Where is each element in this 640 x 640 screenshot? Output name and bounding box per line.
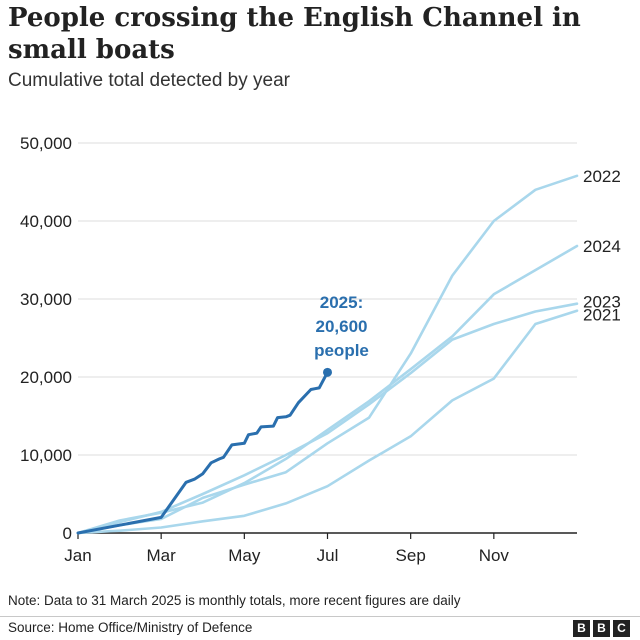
series-line-2021 [76,309,579,535]
series-labels: 2021 2022 2023 2024 [583,167,621,325]
series-line-2023 [76,302,579,535]
annotation-line: people [314,341,369,360]
y-tick-label: 0 [63,524,72,543]
annotations: 2025: 20,600 people [314,293,369,360]
logo-letter: B [573,620,590,637]
x-tick-label: May [228,546,261,565]
series-endpoint-2025 [323,367,332,377]
series-label-2024: 2024 [583,237,621,256]
chart-source: Source: Home Office/Ministry of Defence [8,620,253,635]
x-tick-label: Nov [479,546,510,565]
series-label-2023: 2023 [583,293,621,312]
y-tick-label: 50,000 [20,134,72,153]
x-axis: Jan Mar May Jul Sep Nov [64,532,577,565]
line-chart: 0 10,000 20,000 30,000 40,000 50,000 Jan Mar Ma… [20,134,621,565]
y-tick-label: 20,000 [20,368,72,387]
x-tick-label: Mar [147,546,177,565]
y-tick-label: 40,000 [20,212,72,231]
x-tick-label: Jul [317,546,339,565]
series-label-2022: 2022 [583,167,621,186]
series-label-2021: 2021 [583,306,621,325]
annotation-line: 2025: [320,293,363,312]
annotation-line: 20,600 [316,317,368,336]
x-tick-label: Jan [64,546,91,565]
chart-subtitle: Cumulative total detected by year [8,70,290,91]
series-line-2025 [76,370,329,535]
y-tick-label: 30,000 [20,290,72,309]
x-tick-label: Sep [396,546,426,565]
chart-note: Note: Data to 31 March 2025 is monthly t… [8,593,461,608]
y-tick-label: 10,000 [20,446,72,465]
chart-title: People crossing the English Channel in s… [8,3,581,65]
series-line-2024 [76,244,579,535]
y-axis: 0 10,000 20,000 30,000 40,000 50,000 [20,134,72,543]
series-lines [76,174,579,535]
footer-divider [0,616,640,617]
series-line-2022 [76,174,579,535]
logo-letter: C [613,620,630,637]
logo-letter: B [593,620,610,637]
bbc-logo: B B C [573,620,630,637]
